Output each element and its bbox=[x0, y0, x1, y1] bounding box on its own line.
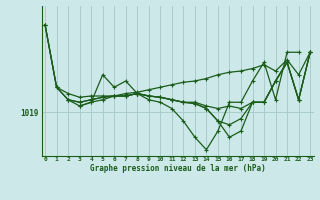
X-axis label: Graphe pression niveau de la mer (hPa): Graphe pression niveau de la mer (hPa) bbox=[90, 164, 266, 173]
